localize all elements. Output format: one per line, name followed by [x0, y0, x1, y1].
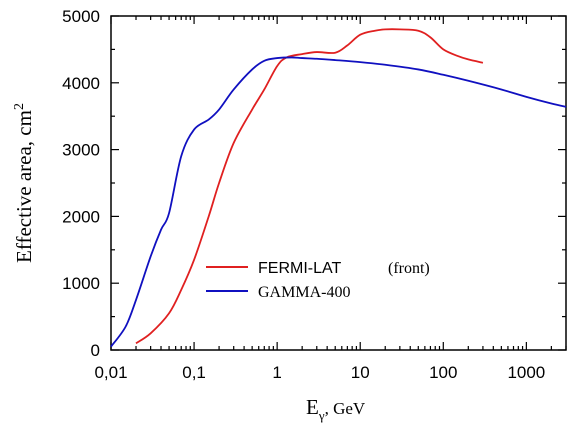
y-axis-title: Effective area, cm2: [12, 103, 36, 263]
legend-label-gamma-400: GAMMA-400: [258, 284, 350, 301]
legend-note-fermi-lat: (front): [388, 260, 430, 277]
series-layer: [110, 28, 567, 348]
x-tick-label: 1000: [507, 363, 545, 382]
series-line-gamma-400: [110, 56, 567, 348]
legend-label-fermi-lat: FERMI-LAT: [258, 260, 341, 277]
y-axis-ticks: 0 1000 2000 3000 4000 5000: [62, 7, 566, 360]
x-axis-title: Eγ, GeV: [306, 395, 366, 423]
y-tick-label: 5000: [62, 7, 100, 26]
y-tick-label: 1000: [62, 274, 100, 293]
x-tick-label: 0,1: [182, 363, 206, 382]
x-tick-label: 100: [429, 363, 457, 382]
y-tick-label: 0: [91, 341, 100, 360]
x-tick-label: 0,01: [94, 363, 127, 382]
x-axis-ticks: 0,01 0,1 1 10 100 1000: [94, 16, 567, 382]
x-tick-label: 1: [272, 363, 281, 382]
y-tick-label: 3000: [62, 141, 100, 160]
series-line-fermi-lat: [135, 28, 484, 345]
legend: FERMI-LAT (front) GAMMA-400: [206, 260, 430, 301]
y-tick-label: 4000: [62, 74, 100, 93]
x-tick-label: 10: [351, 363, 370, 382]
y-tick-label: 2000: [62, 207, 100, 226]
